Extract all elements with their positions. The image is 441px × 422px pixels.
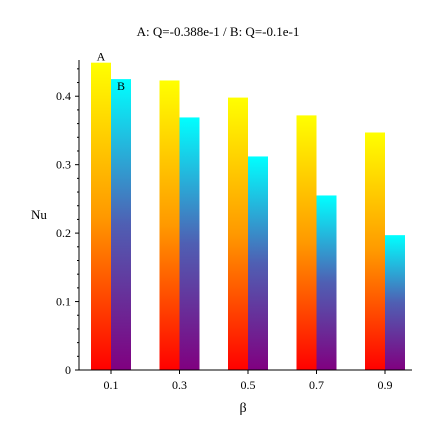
series-label-B: B xyxy=(117,79,125,93)
bar-B-0.1 xyxy=(111,79,131,370)
bar-A-0.3 xyxy=(159,80,180,370)
x-axis: 0.1 0.3 0.5 0.7 0.9 xyxy=(79,369,412,392)
x-tick-label: 0.9 xyxy=(378,378,393,392)
bar-A-0.7 xyxy=(296,115,317,371)
y-tick-label: 0.4 xyxy=(56,89,71,103)
bar-A-0.5 xyxy=(228,97,248,370)
x-axis-label: β xyxy=(239,401,246,416)
x-tick-label: 0.5 xyxy=(241,378,256,392)
chart-title: A: Q=-0.388e-1 / B: Q=-0.1e-1 xyxy=(137,24,300,39)
y-tick-label: 0 xyxy=(65,363,71,377)
x-tick-label: 0.3 xyxy=(172,378,187,392)
x-tick-label: 0.7 xyxy=(309,378,324,392)
bar-A-0.1 xyxy=(91,62,111,370)
y-tick-label: 0.3 xyxy=(56,158,71,172)
y-tick-label: 0.1 xyxy=(56,295,71,309)
bars-group: AB xyxy=(91,50,405,371)
y-tick-label: 0.2 xyxy=(56,226,71,240)
bar-A-0.9 xyxy=(365,132,385,370)
bar-B-0.7 xyxy=(316,195,337,370)
x-tick-label: 0.1 xyxy=(104,378,119,392)
bar-B-0.5 xyxy=(248,156,268,370)
y-axis-label: Nu xyxy=(31,207,47,222)
series-label-A: A xyxy=(97,50,106,64)
y-axis: 0 0.1 0.2 0.3 0.4 xyxy=(56,60,80,377)
bar-B-0.3 xyxy=(179,117,200,370)
bar-B-0.9 xyxy=(385,235,405,370)
